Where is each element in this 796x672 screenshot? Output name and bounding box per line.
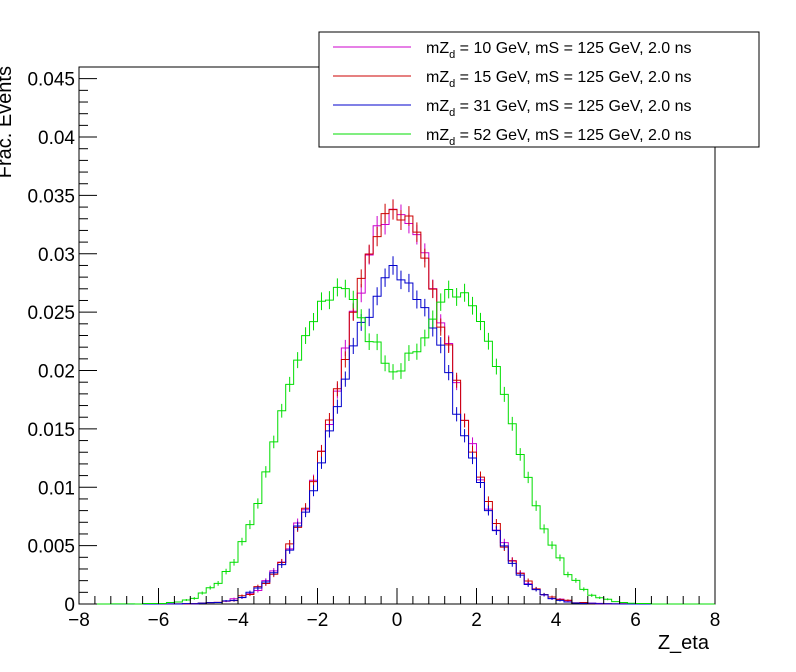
x-tick-label: −8 bbox=[68, 610, 90, 631]
legend-label: mZd = 31 GeV, mS = 125 GeV, 2.0 ns bbox=[426, 98, 692, 119]
y-tick-label: 0.005 bbox=[27, 537, 75, 558]
plot-frame bbox=[78, 66, 716, 605]
y-tick-label: 0.015 bbox=[27, 420, 75, 441]
x-tick-label: 2 bbox=[471, 610, 482, 631]
series-2 bbox=[79, 199, 715, 605]
legend-item: mZd = 15 GeV, mS = 125 GeV, 2.0 ns bbox=[333, 69, 692, 90]
series-3-error-bars bbox=[225, 256, 561, 602]
legend-item: mZd = 52 GeV, mS = 125 GeV, 2.0 ns bbox=[333, 127, 692, 148]
series-4 bbox=[79, 278, 715, 605]
series-2-error-bars bbox=[225, 199, 569, 602]
series-1-error-bars bbox=[225, 199, 569, 603]
legend: mZd = 10 GeV, mS = 125 GeV, 2.0 ns mZd = … bbox=[318, 31, 760, 148]
legend-label: mZd = 10 GeV, mS = 125 GeV, 2.0 ns bbox=[426, 40, 692, 61]
x-tick-label: 0 bbox=[392, 610, 403, 631]
series-1 bbox=[79, 199, 715, 605]
legend-item: mZd = 10 GeV, mS = 125 GeV, 2.0 ns bbox=[333, 40, 692, 61]
x-tick-label: −2 bbox=[307, 610, 329, 631]
series-3 bbox=[79, 256, 715, 605]
y-tick-label: 0.045 bbox=[27, 70, 75, 91]
x-axis-title: Z_eta bbox=[658, 632, 710, 654]
x-tick-label: 8 bbox=[710, 610, 721, 631]
series-4-error-bars bbox=[185, 278, 609, 602]
legend-label: mZd = 52 GeV, mS = 125 GeV, 2.0 ns bbox=[426, 127, 692, 148]
y-tick-label: 0.025 bbox=[27, 303, 75, 324]
legend-box bbox=[318, 31, 760, 148]
y-tick-label: 0.04 bbox=[38, 128, 75, 149]
axes: −8 −6 −4 −2 0 2 4 6 8 0 0.005 0.01 0.015 0.02 0.025 0.0… bbox=[27, 66, 721, 631]
x-tick-label: −4 bbox=[227, 610, 249, 631]
legend-item: mZd = 31 GeV, mS = 125 GeV, 2.0 ns bbox=[333, 98, 692, 119]
series-3-steps bbox=[79, 264, 715, 605]
y-axis-title: Frac. Events bbox=[0, 66, 16, 178]
y-tick-label: 0.01 bbox=[38, 478, 75, 499]
x-tick-label: −6 bbox=[148, 610, 170, 631]
y-tick-label: 0 bbox=[64, 595, 75, 616]
y-tick-label: 0.035 bbox=[27, 186, 75, 207]
x-tick-label: 6 bbox=[630, 610, 641, 631]
x-tick-label: 4 bbox=[551, 610, 562, 631]
legend-label: mZd = 15 GeV, mS = 125 GeV, 2.0 ns bbox=[426, 69, 692, 90]
y-tick-label: 0.02 bbox=[38, 362, 75, 383]
series-layer bbox=[79, 199, 715, 605]
series-4-steps bbox=[79, 286, 715, 605]
y-tick-label: 0.03 bbox=[38, 245, 75, 266]
plot-area-border bbox=[78, 66, 716, 605]
